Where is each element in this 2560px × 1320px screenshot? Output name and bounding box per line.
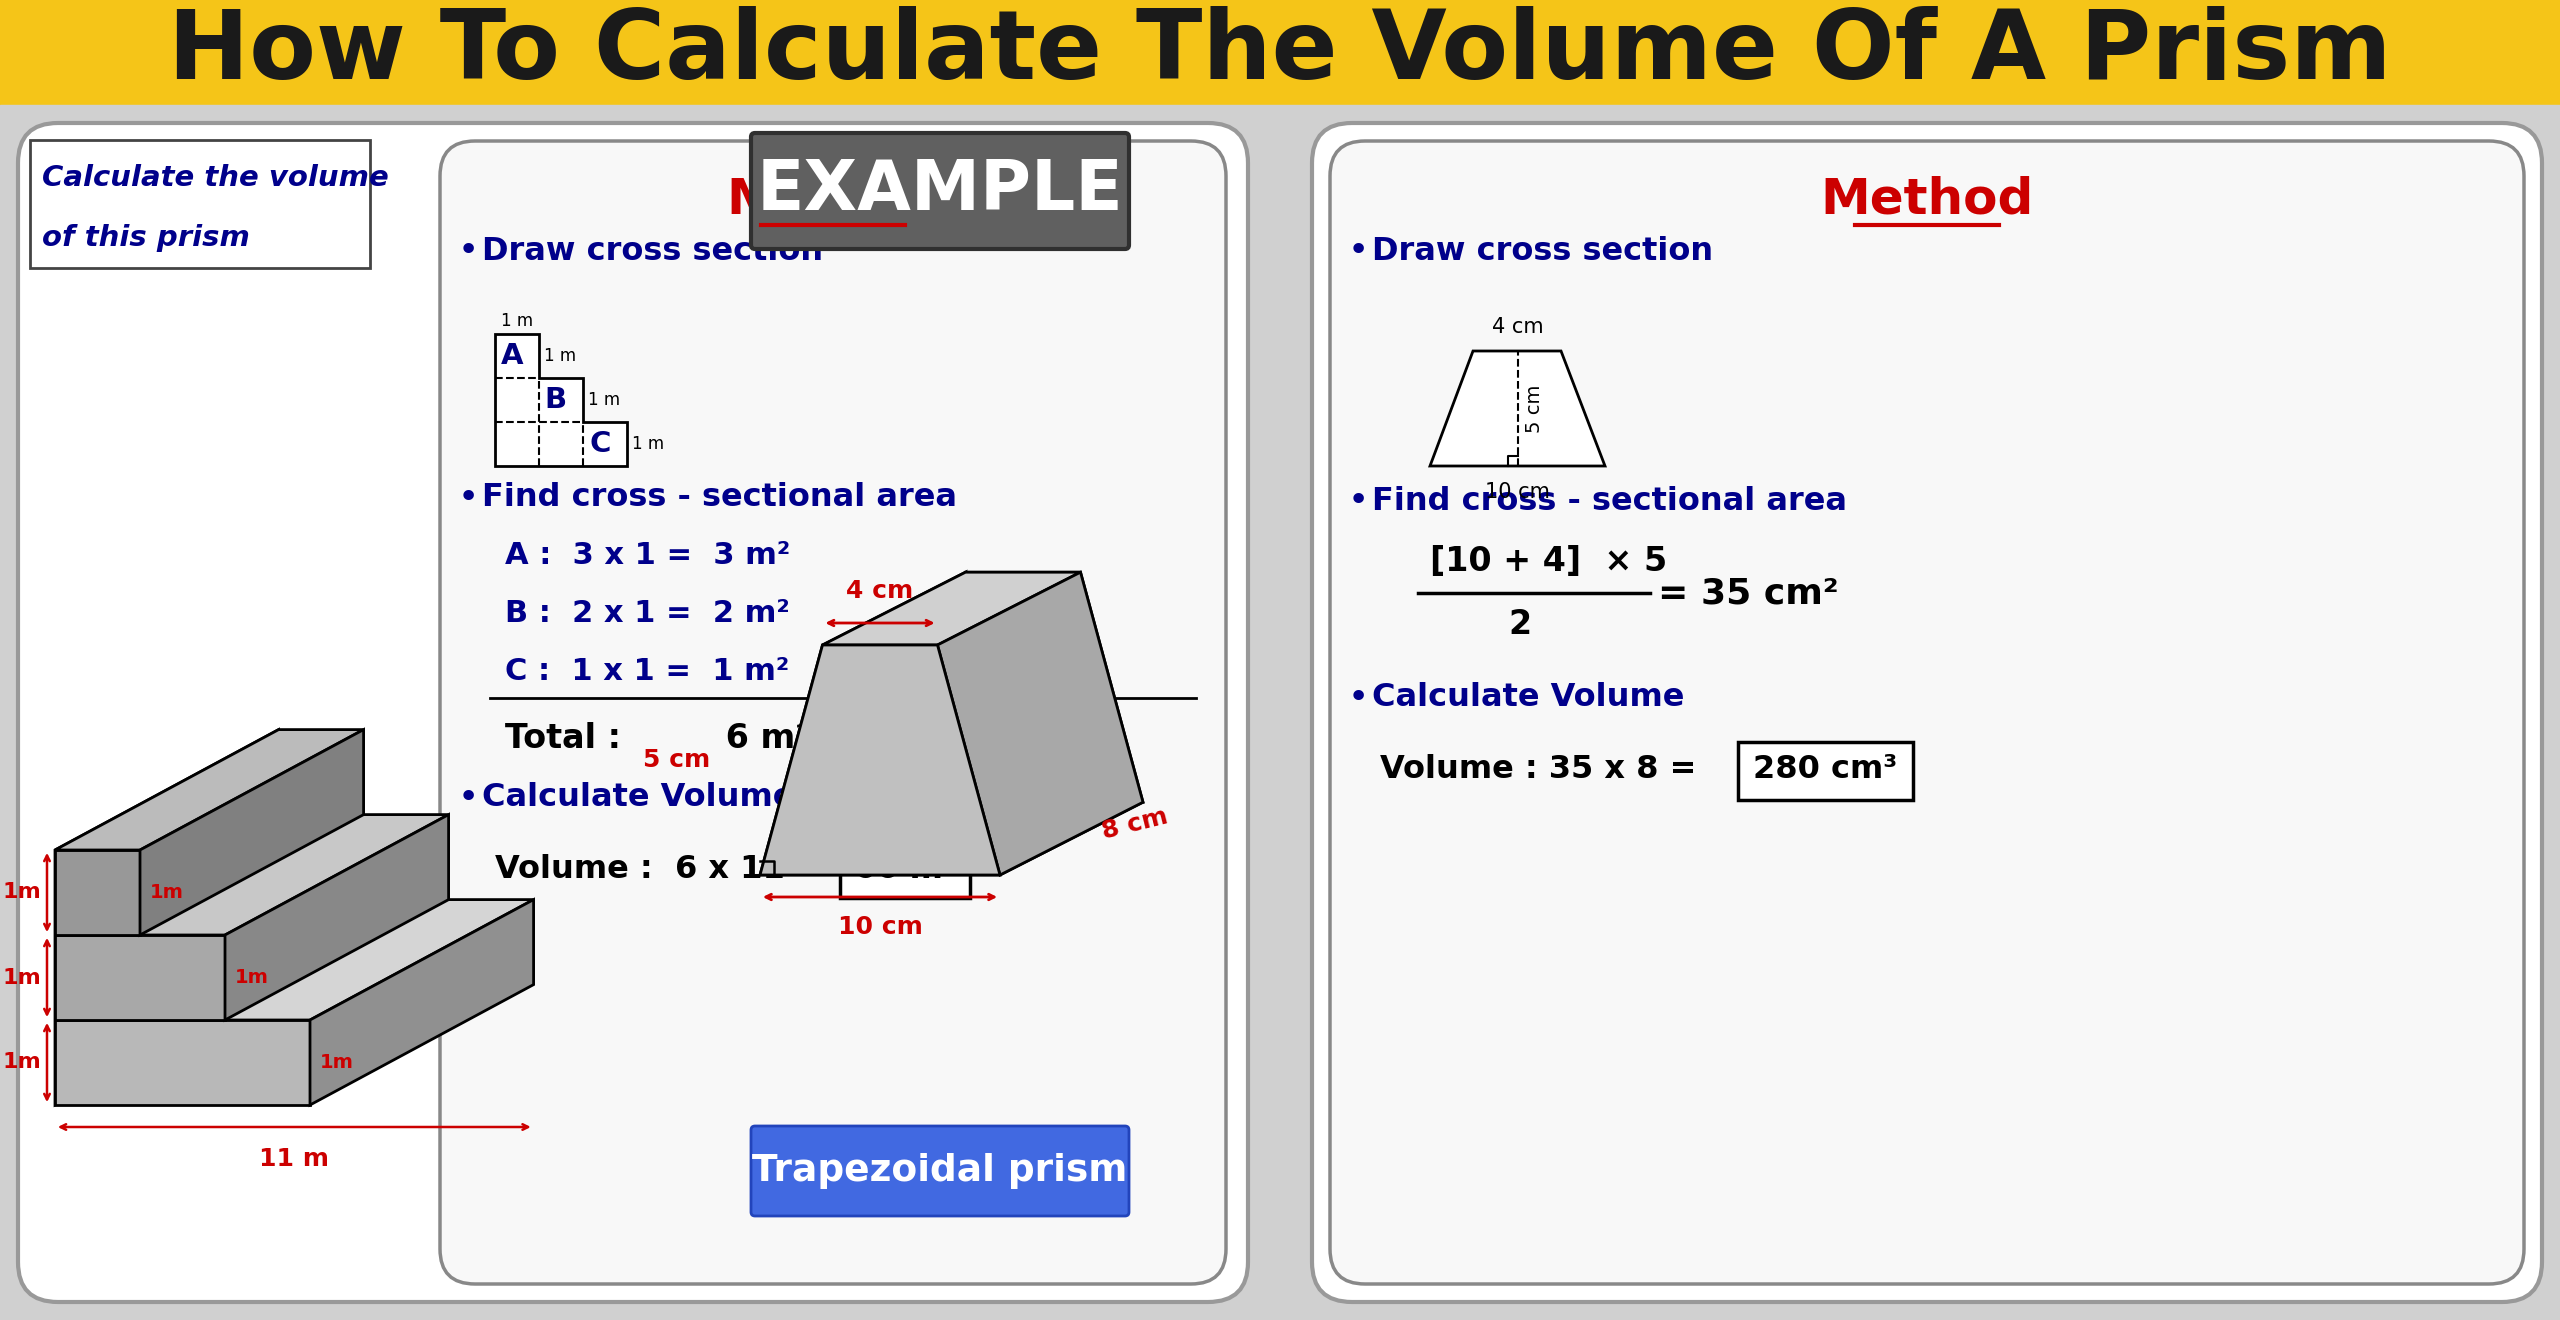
Bar	[0, 0, 2560, 106]
Text: Calculate the volume: Calculate the volume	[41, 164, 389, 191]
Polygon shape	[54, 850, 141, 935]
Polygon shape	[141, 730, 364, 935]
Text: 1m: 1m	[3, 968, 41, 987]
Text: How To Calculate The Volume Of A Prism: How To Calculate The Volume Of A Prism	[169, 7, 2391, 99]
FancyBboxPatch shape	[1331, 141, 2524, 1284]
Bar	[840, 843, 970, 898]
Polygon shape	[760, 645, 1001, 875]
Text: •: •	[1349, 484, 1370, 517]
Text: Draw cross section: Draw cross section	[1372, 235, 1713, 267]
Polygon shape	[54, 730, 364, 850]
Text: •: •	[458, 234, 479, 268]
FancyBboxPatch shape	[18, 123, 1249, 1302]
Bar	[1738, 742, 1912, 800]
Text: •: •	[1349, 681, 1370, 715]
Text: 1 m: 1 m	[632, 436, 663, 453]
Text: C :  1 x 1 =  1 m²: C : 1 x 1 = 1 m²	[504, 657, 788, 686]
Polygon shape	[937, 572, 1142, 875]
Text: 5 cm: 5 cm	[643, 748, 709, 772]
Text: A :  3 x 1 =  3 m²: A : 3 x 1 = 3 m²	[504, 541, 791, 570]
Text: 11 m: 11 m	[259, 1147, 330, 1171]
Text: 8 cm: 8 cm	[1098, 804, 1170, 843]
Polygon shape	[904, 572, 1142, 803]
Text: 4 cm: 4 cm	[847, 579, 914, 603]
Text: 1 m: 1 m	[545, 347, 576, 366]
Polygon shape	[760, 803, 1142, 875]
Polygon shape	[310, 900, 532, 1105]
Text: •: •	[458, 781, 479, 814]
Text: Volume :  6 x 11 =: Volume : 6 x 11 =	[494, 854, 822, 886]
Polygon shape	[1431, 351, 1605, 466]
Text: Volume : 35 x 8 =: Volume : 35 x 8 =	[1380, 755, 1697, 785]
Text: 1m: 1m	[3, 1052, 41, 1072]
Polygon shape	[494, 334, 627, 466]
Text: A: A	[499, 342, 522, 370]
Polygon shape	[54, 1020, 310, 1105]
Polygon shape	[54, 900, 532, 1020]
Text: Find cross - sectional area: Find cross - sectional area	[1372, 486, 1846, 516]
Text: 1 m: 1 m	[502, 312, 532, 330]
Text: Draw cross section: Draw cross section	[481, 235, 824, 267]
Text: 1m: 1m	[3, 883, 41, 903]
Text: 10 cm: 10 cm	[837, 915, 922, 939]
FancyBboxPatch shape	[750, 133, 1129, 249]
Text: of this prism: of this prism	[41, 224, 251, 252]
Text: Method: Method	[1820, 176, 2033, 223]
Text: Calculate Volume: Calculate Volume	[1372, 682, 1684, 714]
Text: •: •	[458, 480, 479, 515]
Text: 1 m: 1 m	[589, 391, 620, 409]
Text: Calculate Volume: Calculate Volume	[481, 783, 794, 813]
Text: = 35 cm²: = 35 cm²	[1659, 576, 1838, 610]
Text: Trapezoidal prism: Trapezoidal prism	[753, 1152, 1129, 1189]
Text: B: B	[545, 385, 566, 414]
Text: 1m: 1m	[236, 968, 269, 987]
Text: •: •	[1349, 234, 1370, 268]
FancyBboxPatch shape	[750, 1126, 1129, 1216]
Polygon shape	[54, 730, 279, 1105]
Polygon shape	[760, 572, 965, 875]
Text: 5 cm: 5 cm	[1526, 384, 1544, 433]
Polygon shape	[54, 935, 225, 1020]
Text: 2: 2	[1508, 609, 1531, 642]
Text: Method: Method	[727, 176, 940, 223]
Text: 4 cm: 4 cm	[1492, 317, 1544, 337]
Text: EXAMPLE: EXAMPLE	[758, 157, 1124, 224]
Text: 10 cm: 10 cm	[1485, 482, 1549, 502]
FancyBboxPatch shape	[440, 141, 1226, 1284]
Polygon shape	[54, 814, 448, 935]
Text: B :  2 x 1 =  2 m²: B : 2 x 1 = 2 m²	[504, 599, 788, 628]
FancyBboxPatch shape	[1313, 123, 2542, 1302]
Text: 280 cm³: 280 cm³	[1754, 755, 1897, 785]
Text: Find cross - sectional area: Find cross - sectional area	[481, 483, 957, 513]
Text: [10 + 4]  × 5: [10 + 4] × 5	[1431, 544, 1667, 578]
Text: 66 m³: 66 m³	[852, 854, 957, 886]
Text: 1m: 1m	[320, 1053, 353, 1072]
Text: C: C	[589, 430, 609, 458]
Polygon shape	[225, 814, 448, 1020]
Text: Total :         6 m²: Total : 6 m²	[504, 722, 809, 755]
Text: 1m: 1m	[151, 883, 184, 902]
Polygon shape	[822, 572, 1080, 645]
Bar	[31, 140, 371, 268]
